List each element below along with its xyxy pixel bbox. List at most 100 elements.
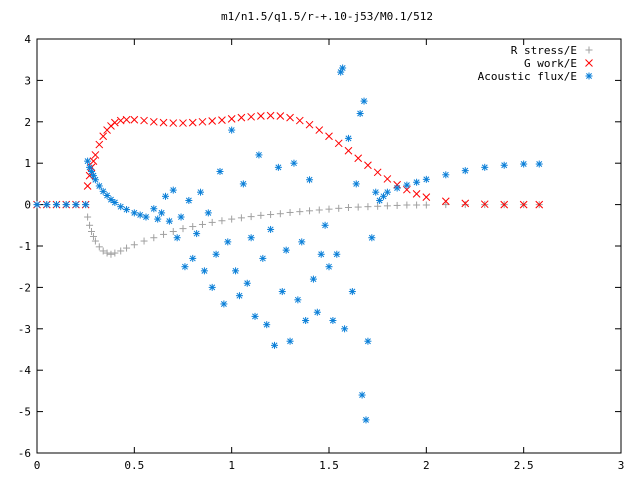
- data-point: [33, 201, 41, 209]
- data-point: [358, 391, 366, 399]
- data-point: [313, 308, 321, 316]
- data-point: [335, 204, 343, 212]
- data-point: [123, 206, 131, 214]
- data-point: [169, 119, 178, 127]
- data-point: [461, 201, 469, 209]
- data-point: [344, 134, 352, 142]
- data-point: [91, 176, 99, 184]
- data-point: [107, 196, 115, 204]
- data-point: [228, 215, 236, 223]
- data-point: [259, 254, 267, 262]
- data-point: [282, 246, 290, 254]
- data-point: [185, 196, 193, 204]
- data-point: [188, 118, 197, 127]
- data-point: [161, 192, 169, 200]
- data-point: [480, 200, 489, 209]
- series-2: [33, 64, 543, 424]
- data-point: [154, 215, 162, 223]
- y-tick-label: 0: [24, 199, 31, 212]
- data-point: [267, 225, 275, 233]
- data-point: [169, 186, 177, 194]
- data-point: [204, 209, 212, 217]
- y-tick-label: 2: [24, 116, 31, 129]
- legend-label: G work/E: [524, 57, 577, 70]
- data-point: [107, 250, 115, 258]
- legend-marker: [585, 59, 593, 67]
- y-tick-label: -5: [18, 406, 31, 419]
- data-point: [95, 243, 103, 251]
- data-point: [403, 181, 411, 189]
- data-point: [88, 228, 96, 236]
- data-point: [181, 263, 189, 271]
- data-point: [276, 112, 285, 120]
- x-tick-label: 0.5: [124, 459, 144, 472]
- data-point: [305, 120, 314, 129]
- data-point: [228, 126, 236, 134]
- data-point: [352, 180, 360, 188]
- data-point: [95, 140, 104, 149]
- data-point: [333, 250, 341, 258]
- data-point: [344, 146, 353, 155]
- data-point: [216, 167, 224, 175]
- data-point: [362, 416, 370, 424]
- data-point: [150, 234, 158, 242]
- data-point: [296, 208, 304, 216]
- ticks-layer: 0 0.5 1 1.5 2 2.5 3 4 3 2 1 0 -1 -2 -3 -4 -5 -6: [18, 33, 625, 472]
- plot-frame: [36, 38, 622, 454]
- series-layer: [33, 64, 544, 424]
- data-point: [142, 213, 150, 221]
- data-point: [373, 168, 382, 177]
- data-point: [286, 208, 294, 216]
- data-point: [325, 205, 333, 213]
- data-point: [111, 249, 119, 257]
- data-point: [227, 115, 236, 123]
- data-point: [198, 220, 206, 228]
- data-point: [243, 279, 251, 287]
- data-point: [99, 247, 107, 255]
- data-point: [169, 228, 177, 236]
- data-point: [372, 188, 380, 196]
- data-point: [255, 151, 263, 159]
- data-point: [500, 200, 509, 209]
- data-point: [341, 325, 349, 333]
- data-point: [140, 237, 148, 245]
- data-point: [383, 188, 391, 196]
- legend-label: Acoustic flux/E: [478, 70, 577, 83]
- data-point: [220, 300, 228, 308]
- data-point: [364, 203, 372, 211]
- data-point: [295, 116, 304, 125]
- data-point: [247, 112, 255, 121]
- data-point: [208, 218, 216, 226]
- data-point: [329, 317, 337, 325]
- data-point: [354, 154, 363, 163]
- data-point: [158, 209, 166, 217]
- data-point: [286, 113, 294, 122]
- data-point: [123, 244, 131, 252]
- y-tick-label: 4: [24, 33, 31, 46]
- data-point: [267, 211, 275, 219]
- data-point: [208, 117, 217, 125]
- data-point: [364, 337, 372, 345]
- data-point: [441, 197, 450, 206]
- data-point: [83, 182, 92, 190]
- data-point: [198, 117, 207, 126]
- data-point: [257, 211, 265, 219]
- data-point: [325, 132, 333, 141]
- data-point: [189, 223, 197, 231]
- data-point: [103, 249, 111, 257]
- data-point: [43, 201, 51, 209]
- data-point: [360, 97, 368, 105]
- legend-label: R stress/E: [511, 44, 577, 57]
- data-point: [212, 250, 220, 258]
- data-point: [535, 160, 543, 168]
- data-point: [165, 217, 173, 225]
- data-point: [130, 115, 139, 124]
- data-point: [91, 151, 100, 159]
- x-tick-label: 2: [423, 459, 430, 472]
- data-point: [317, 250, 325, 258]
- data-point: [140, 116, 148, 125]
- data-point: [383, 175, 392, 183]
- data-point: [535, 200, 544, 209]
- data-point: [150, 205, 158, 213]
- series-0: [33, 201, 543, 258]
